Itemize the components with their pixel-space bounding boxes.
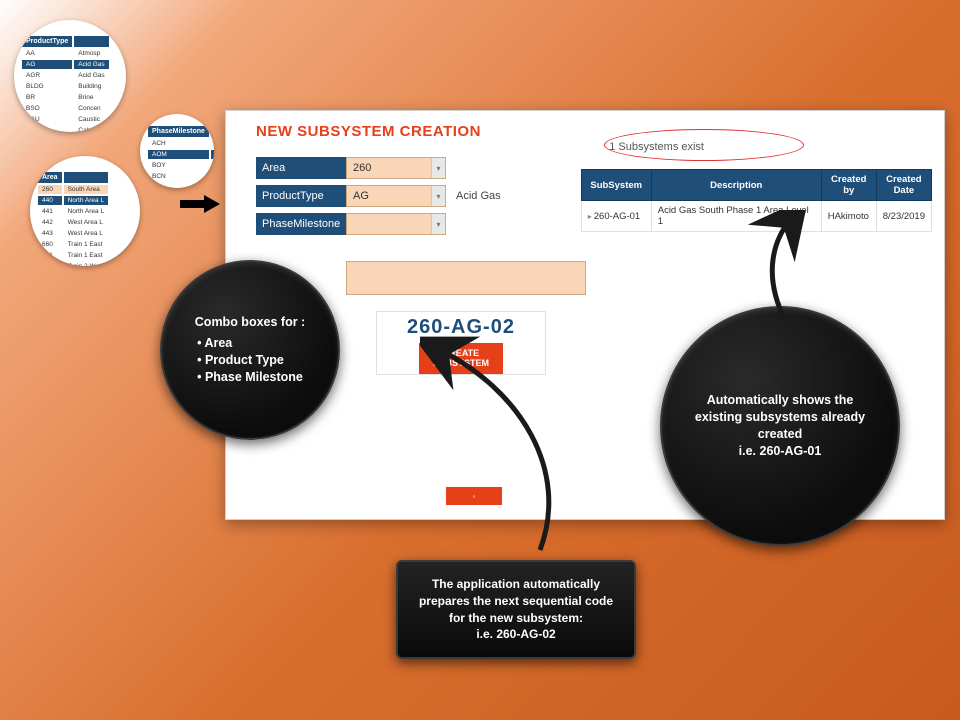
area-value: 260 <box>353 162 371 174</box>
producttype-combo[interactable]: AG ▾ <box>346 185 446 207</box>
producttype-value: AG <box>353 190 369 202</box>
area-combo[interactable]: 260 ▾ <box>346 157 446 179</box>
table-row[interactable]: 260-AG-01Acid Gas South Phase 1 Area Lev… <box>581 201 931 232</box>
producttype-display: Acid Gas <box>456 185 501 207</box>
table-header: SubSystem <box>581 170 651 201</box>
description-input[interactable] <box>346 261 586 295</box>
callout-existing: Automatically shows the existing subsyst… <box>660 306 900 546</box>
page-title: NEW SUBSYSTEM CREATION <box>256 123 481 140</box>
callout-text: Automatically shows the existing subsyst… <box>674 392 886 460</box>
existing-subsystems-table: SubSystemDescriptionCreated byCreated Da… <box>581 169 932 232</box>
generated-code-panel: 260-AG-02 CREATE SUBSYSTEM <box>376 311 546 375</box>
callout-list-item: Phase Milestone <box>197 369 303 386</box>
table-header: Description <box>651 170 821 201</box>
chevron-down-icon[interactable]: ▾ <box>431 158 445 178</box>
create-subsystem-button[interactable]: CREATE SUBSYSTEM <box>419 343 503 374</box>
callout-title: Combo boxes for : <box>195 314 305 331</box>
callout-next-code: The application automatically prepares t… <box>396 560 636 659</box>
producttype-label: ProductType <box>256 185 346 207</box>
lookup-header: ProductType <box>22 36 72 47</box>
lookup-product-type-preview: ProductType AAAtmospAGAcid GasAGRAcid Ga… <box>14 20 126 132</box>
lookup-header: PhaseMilestone <box>148 126 209 137</box>
lookup-header: Area <box>38 172 62 183</box>
table-header: Created Date <box>876 170 931 201</box>
chevron-down-icon[interactable]: ▾ <box>431 186 445 206</box>
lookup-area-preview: Area 260South Area440North Area L441Nort… <box>30 156 140 266</box>
callout-text: The application automatically prepares t… <box>416 576 616 643</box>
callout-combo-boxes: Combo boxes for : AreaProduct TypePhase … <box>160 260 340 440</box>
highlight-ring <box>604 129 804 161</box>
table-header: Created by <box>821 170 876 201</box>
arrow-to-app <box>180 195 222 213</box>
chevron-down-icon[interactable]: ▾ <box>431 214 445 234</box>
phasemilestone-label: PhaseMilestone <box>256 213 346 235</box>
callout-list-item: Product Type <box>197 352 303 369</box>
area-label: Area <box>256 157 346 179</box>
phasemilestone-combo[interactable]: ▾ <box>346 213 446 235</box>
bottom-orange-button[interactable]: ◦ <box>446 487 502 505</box>
callout-list-item: Area <box>197 335 303 352</box>
lookup-phase-preview: PhaseMilestone ACHAOMBOYBCN <box>140 114 214 188</box>
generated-code: 260-AG-02 <box>377 316 545 339</box>
